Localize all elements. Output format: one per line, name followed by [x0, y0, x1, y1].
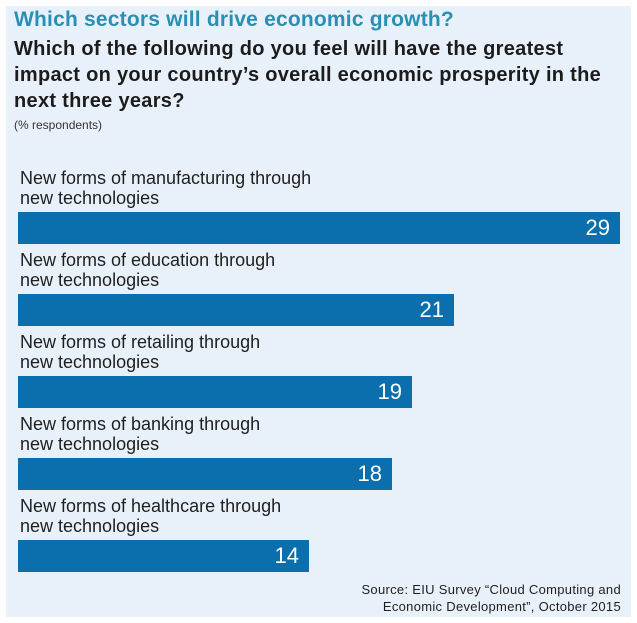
chart-title: Which sectors will drive economic growth… [14, 8, 454, 31]
bar: 19 [18, 376, 412, 408]
bar-value-label: 21 [419, 297, 444, 322]
bar-value-label: 14 [274, 543, 299, 568]
category-label-line: new technologies [20, 352, 160, 372]
category-label-line: New forms of manufacturing through [20, 168, 312, 188]
source-line-2: Economic Development”, October 2015 [382, 599, 621, 614]
category-label: New forms of manufacturing through new te… [20, 168, 311, 208]
category-label: New forms of retailing through new techno… [20, 332, 260, 372]
chart-panel: Which sectors will drive economic growth… [6, 6, 631, 617]
source-line-1: Source: EIU Survey “Cloud Computing and [361, 582, 621, 597]
category-label-line: new technologies [20, 434, 160, 454]
category-label-line: New forms of education through [20, 250, 276, 270]
bar: 14 [18, 540, 309, 572]
category-label: New forms of banking through new technolo… [20, 414, 260, 454]
bar: 21 [18, 294, 454, 326]
category-label-line: New forms of healthcare through [20, 496, 282, 516]
chart-subtitle: Which of the following do you feel will … [14, 38, 602, 112]
bar-value-label: 18 [357, 461, 382, 486]
category-label: New forms of healthcare through new techn… [20, 496, 281, 536]
bar-value-label: 19 [377, 379, 402, 404]
bar-value-label: 29 [585, 215, 610, 240]
category-label-line: new technologies [20, 270, 160, 290]
category-label-line: new technologies [20, 516, 160, 536]
unit-label: (% respondents) [14, 118, 103, 132]
bar: 29 [18, 212, 620, 244]
category-label: New forms of education through new techno… [20, 250, 275, 290]
bar: 18 [18, 458, 392, 490]
category-label-line: new technologies [20, 188, 160, 208]
category-label-line: New forms of banking through [20, 414, 261, 434]
category-label-line: New forms of retailing through [20, 332, 261, 352]
source-note: Source: EIU Survey “Cloud Computing and … [361, 581, 621, 615]
